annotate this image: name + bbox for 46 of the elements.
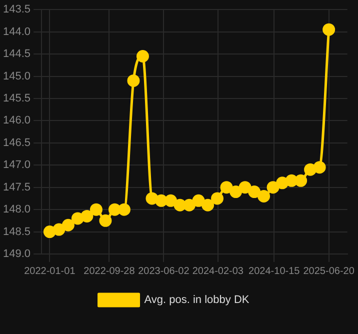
y-tick-label: 145.5 [2,92,31,105]
point [258,190,270,202]
point [230,186,242,198]
point [266,181,280,194]
y-tick-label: 147.0 [2,159,31,172]
point [127,74,140,87]
point [52,223,66,236]
point [99,214,112,227]
y-tick-label: 148.0 [2,204,31,216]
y-tick-label: 146.0 [2,114,31,127]
point [238,181,252,194]
y-tick-label: 145.0 [2,70,31,82]
point [192,194,205,207]
point [220,181,233,194]
y-tick-label: 147.5 [2,181,31,194]
point [62,218,74,232]
point [313,161,326,174]
point [146,192,158,205]
point [248,186,261,198]
point [80,210,94,222]
y-tick-label: 143.5 [2,4,31,16]
y-tick-label: 148.5 [2,226,31,238]
x-tick-label: 2025-06-20 [303,266,355,277]
point [155,194,168,207]
y-tick-label: 144.0 [2,26,31,38]
point [108,203,121,216]
y-tick-label: 144.5 [2,48,31,60]
x-tick-label: 2023-06-02 [138,266,190,277]
y-tick-label: 146.5 [2,136,31,149]
y-tick-label: 149.0 [2,248,31,260]
point [276,176,289,190]
point [202,198,214,212]
legend-label: Avg. pos. in lobby DK [144,294,250,306]
x-tick-label: 2022-09-28 [84,266,136,277]
x-tick-label: 2022-01-01 [24,266,76,277]
point [304,163,317,176]
x-tick-label: 2024-02-03 [192,266,244,277]
point [183,198,196,212]
point [136,50,149,63]
point [294,174,308,187]
point [90,203,102,216]
x-tick-label: 2024-10-15 [248,266,300,277]
point [43,226,56,238]
point [71,212,84,225]
point [211,192,224,205]
point [322,23,336,36]
